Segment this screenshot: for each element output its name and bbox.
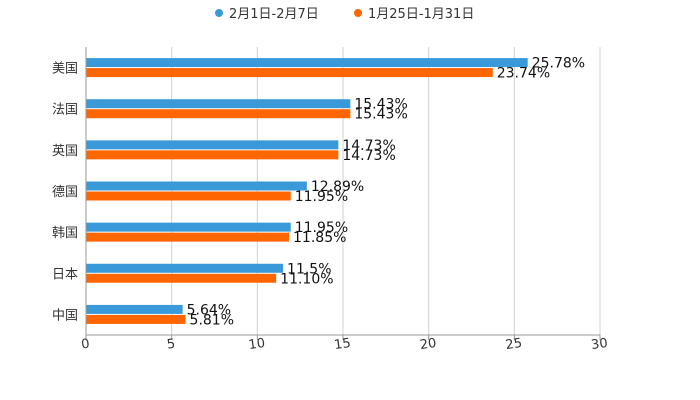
data-label-series-1: 11.95% xyxy=(295,220,348,236)
bar-series-2[interactable] xyxy=(86,109,351,119)
grid xyxy=(85,47,601,335)
bar-series-1[interactable] xyxy=(86,263,284,273)
bar-series-1[interactable] xyxy=(86,181,307,191)
legend-marker-series-2 xyxy=(354,9,362,17)
legend: 2月1日-2月7日 1月25日-1月31日 xyxy=(215,7,474,22)
bar-series-2[interactable] xyxy=(86,68,493,78)
bar-series-2[interactable] xyxy=(86,314,186,324)
data-label-series-2: 5.81% xyxy=(190,312,234,328)
category-label: 英国 xyxy=(52,144,78,159)
data-label-series-2: 11.85% xyxy=(293,230,346,246)
bar-series-1[interactable] xyxy=(86,140,339,150)
legend-marker-series-1 xyxy=(215,9,223,17)
data-label-series-1: 12.89% xyxy=(311,179,364,195)
data-label-series-2: 14.73% xyxy=(342,148,395,164)
x-tick-label: 20 xyxy=(419,336,437,353)
bar-series-1[interactable] xyxy=(86,304,183,314)
category-label: 法国 xyxy=(52,103,78,118)
x-tick-label: 10 xyxy=(248,336,266,353)
bar-series-1[interactable] xyxy=(86,58,528,68)
legend-label-series-2[interactable]: 1月25日-1月31日 xyxy=(368,7,474,22)
category-label: 日本 xyxy=(52,267,78,282)
x-tick-label: 30 xyxy=(590,336,608,353)
value-axis: 0 5 10 15 20 25 30 xyxy=(80,47,609,353)
data-labels: 25.78%23.74% 15.43%15.43% 14.73%14.73% 12.8… xyxy=(187,56,585,329)
legend-label-series-1[interactable]: 2月1日-2月7日 xyxy=(229,7,319,22)
data-label-series-1: 14.73% xyxy=(342,138,395,154)
data-label-series-1: 25.78% xyxy=(532,56,585,72)
bar-series-1[interactable] xyxy=(86,99,351,109)
category-label: 美国 xyxy=(52,62,78,77)
category-label: 德国 xyxy=(52,185,78,200)
bar-series-2[interactable] xyxy=(86,150,339,160)
data-label-series-1: 15.43% xyxy=(354,97,407,113)
data-label-series-2: 11.95% xyxy=(295,189,348,205)
data-label-series-2: 23.74% xyxy=(497,66,550,82)
x-tick-label: 15 xyxy=(333,336,351,353)
data-label-series-2: 11.10% xyxy=(280,271,333,287)
x-tick-label: 5 xyxy=(166,337,176,353)
data-label-series-2: 15.43% xyxy=(354,107,407,123)
bar-series-1[interactable] xyxy=(86,222,291,232)
category-label: 中国 xyxy=(52,308,78,323)
category-label: 韩国 xyxy=(52,226,78,241)
bar-series-2[interactable] xyxy=(86,232,290,242)
bar-series-2[interactable] xyxy=(86,273,277,283)
bars xyxy=(86,58,528,324)
x-tick-label: 25 xyxy=(505,336,523,353)
data-label-series-1: 11.5% xyxy=(287,261,331,277)
data-label-series-1: 5.64% xyxy=(187,302,231,318)
x-tick-label: 0 xyxy=(80,337,90,353)
bar-series-2[interactable] xyxy=(86,191,291,201)
